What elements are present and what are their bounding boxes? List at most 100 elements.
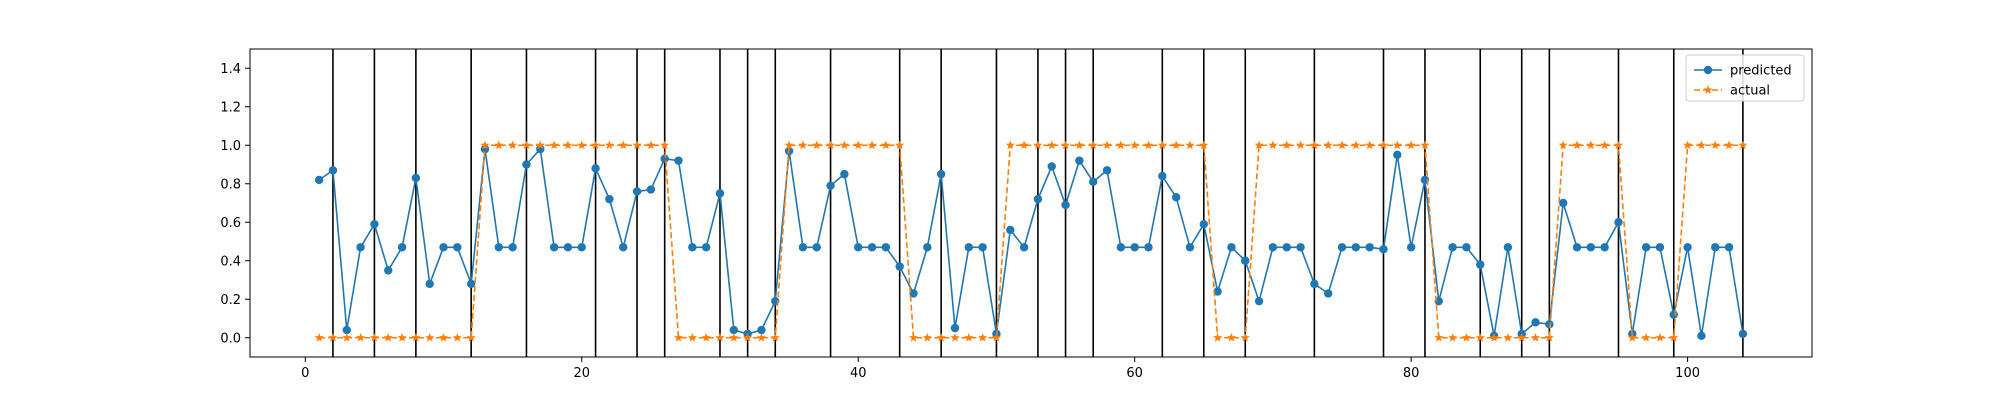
data-point-predicted xyxy=(522,160,531,169)
data-point-actual xyxy=(369,332,379,342)
data-point-actual xyxy=(1171,140,1181,150)
data-point-predicted xyxy=(1144,243,1153,252)
data-point-actual xyxy=(812,140,822,150)
data-point-actual xyxy=(577,140,587,150)
data-point-predicted xyxy=(1600,243,1609,252)
data-point-actual xyxy=(978,332,988,342)
data-point-actual xyxy=(1613,140,1624,150)
data-point-actual xyxy=(1558,140,1568,150)
data-point-predicted xyxy=(1337,243,1347,252)
data-point-actual xyxy=(1116,140,1126,150)
data-point-predicted xyxy=(1738,329,1748,339)
y-tick-label: 0.0 xyxy=(220,331,241,346)
data-point-actual xyxy=(1337,140,1347,150)
data-point-actual xyxy=(425,332,435,342)
data-point-predicted xyxy=(1019,243,1029,252)
data-point-predicted xyxy=(1268,243,1278,252)
y-tick-label: 1.0 xyxy=(220,139,241,154)
data-point-actual xyxy=(991,332,1002,342)
data-point-actual xyxy=(494,140,504,150)
data-point-actual xyxy=(881,140,891,150)
data-point-actual xyxy=(1378,140,1389,150)
data-point-actual xyxy=(729,332,739,342)
data-point-predicted xyxy=(577,243,586,252)
data-point-predicted xyxy=(1310,279,1319,289)
data-point-actual xyxy=(1019,140,1029,150)
data-point-predicted xyxy=(1462,243,1471,252)
data-point-predicted xyxy=(1655,243,1665,252)
data-point-actual xyxy=(1240,332,1250,342)
data-point-actual xyxy=(922,332,932,342)
data-point-predicted xyxy=(660,154,669,163)
data-point-predicted xyxy=(1558,198,1568,208)
data-point-actual xyxy=(604,140,614,150)
data-point-actual xyxy=(1102,140,1112,150)
series-predicted xyxy=(314,144,1748,341)
data-point-predicted xyxy=(1061,200,1070,210)
data-point-predicted xyxy=(909,289,918,298)
data-point-actual xyxy=(1143,140,1154,150)
data-point-actual xyxy=(1572,140,1582,150)
data-point-actual xyxy=(1655,332,1665,342)
data-point-actual xyxy=(480,140,490,150)
x-tick-label: 20 xyxy=(573,366,590,381)
data-point-actual xyxy=(936,332,946,342)
data-point-actual xyxy=(632,140,642,150)
data-point-actual xyxy=(660,140,670,150)
data-point-predicted xyxy=(466,279,476,289)
data-point-actual xyxy=(563,140,573,150)
data-point-predicted xyxy=(1006,225,1015,235)
data-point-actual xyxy=(715,332,725,342)
y-tick-label: 0.4 xyxy=(220,254,241,269)
data-point-actual xyxy=(1323,140,1333,150)
data-point-predicted xyxy=(1697,331,1706,341)
data-point-predicted xyxy=(1351,243,1361,252)
data-point-actual xyxy=(895,140,905,150)
data-point-predicted xyxy=(757,325,766,335)
data-point-actual xyxy=(1005,140,1015,150)
data-point-predicted xyxy=(715,189,725,198)
data-point-predicted xyxy=(342,325,351,335)
data-point-actual xyxy=(356,332,366,342)
data-point-predicted xyxy=(1669,310,1678,319)
data-point-actual xyxy=(743,332,753,342)
legend-label-predicted: predicted xyxy=(1730,64,1792,79)
data-point-actual xyxy=(1199,140,1209,150)
x-tick-label: 80 xyxy=(1403,366,1420,381)
data-point-actual xyxy=(1461,332,1471,342)
data-point-predicted xyxy=(895,262,904,271)
data-point-predicted xyxy=(1448,243,1457,252)
data-point-actual xyxy=(1627,332,1637,342)
plot-frame xyxy=(249,48,1813,358)
data-point-predicted xyxy=(370,219,379,229)
data-point-predicted xyxy=(1033,194,1043,204)
data-point-predicted xyxy=(1323,289,1333,298)
x-tick-label: 100 xyxy=(1675,366,1700,381)
data-point-actual xyxy=(1074,140,1084,150)
data-point-predicted xyxy=(453,243,462,252)
data-point-predicted xyxy=(1185,243,1195,252)
data-point-predicted xyxy=(1102,166,1112,175)
data-point-predicted xyxy=(1047,162,1056,171)
data-point-actual xyxy=(673,332,684,342)
legend-label-actual: actual xyxy=(1730,84,1770,99)
data-point-predicted xyxy=(1171,193,1181,202)
data-point-predicted xyxy=(1213,287,1222,296)
data-point-actual xyxy=(1088,140,1098,150)
data-point-predicted xyxy=(978,243,987,252)
data-point-actual xyxy=(784,140,794,150)
data-point-predicted xyxy=(1158,171,1167,181)
data-point-predicted xyxy=(1089,177,1098,187)
data-point-predicted xyxy=(729,325,739,335)
data-point-actual xyxy=(1268,140,1278,150)
data-point-predicted xyxy=(1393,150,1402,160)
data-point-actual xyxy=(1060,140,1071,150)
x-tick-label: 0 xyxy=(301,366,309,381)
vertical-lines xyxy=(332,49,1744,357)
data-point-actual xyxy=(535,140,545,150)
data-point-actual xyxy=(1641,332,1651,342)
data-point-predicted xyxy=(425,279,434,289)
data-point-actual xyxy=(1669,332,1679,342)
data-point-actual xyxy=(1434,332,1444,342)
